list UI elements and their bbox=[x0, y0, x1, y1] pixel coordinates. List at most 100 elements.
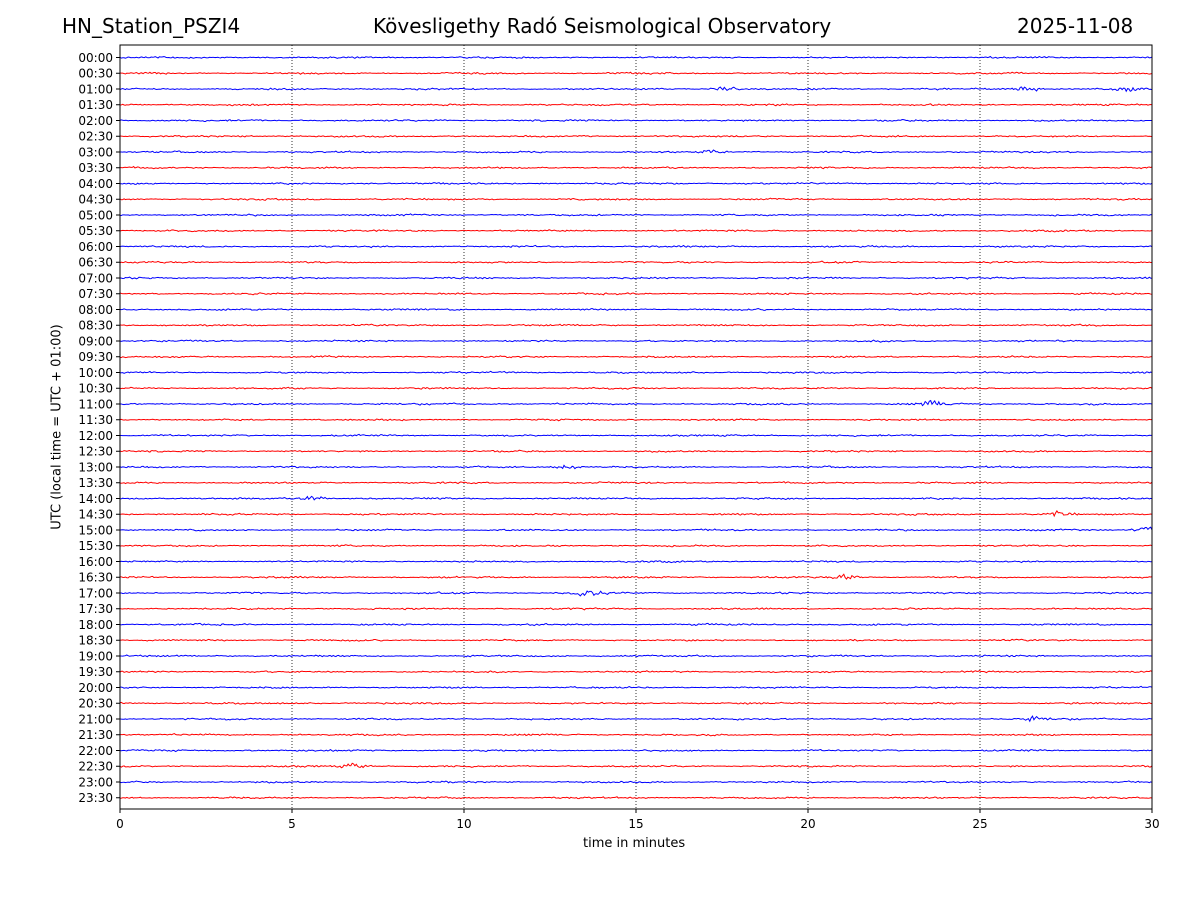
y-axis-label: UTC (local time = UTC + 01:00) bbox=[49, 324, 65, 530]
trace-line bbox=[119, 308, 1153, 311]
y-tick-label: 00:00 bbox=[78, 51, 113, 65]
trace-line bbox=[119, 55, 1153, 59]
trace-line bbox=[119, 796, 1153, 800]
y-tick-label: 14:30 bbox=[78, 508, 113, 522]
trace-line bbox=[119, 323, 1153, 327]
trace-line bbox=[119, 464, 1153, 470]
trace-line bbox=[119, 71, 1153, 75]
y-tick-label: 09:30 bbox=[78, 350, 113, 364]
x-tick-label: 0 bbox=[116, 817, 124, 831]
y-tick-label: 06:30 bbox=[78, 256, 113, 270]
y-tick-label: 20:00 bbox=[78, 681, 113, 695]
y-tick-label: 15:00 bbox=[78, 523, 113, 537]
y-tick-label: 15:30 bbox=[78, 539, 113, 553]
x-axis-label: time in minutes bbox=[583, 836, 686, 851]
trace-line bbox=[119, 181, 1153, 185]
x-tick-label: 15 bbox=[628, 817, 643, 831]
trace-line bbox=[119, 165, 1153, 170]
y-tick-label: 18:30 bbox=[78, 634, 113, 648]
trace-line bbox=[119, 134, 1153, 138]
trace-line bbox=[119, 526, 1153, 532]
trace-line bbox=[119, 654, 1153, 658]
trace-line bbox=[119, 355, 1153, 359]
trace-line bbox=[119, 638, 1153, 642]
trace-line bbox=[119, 701, 1153, 705]
trace-line bbox=[119, 480, 1153, 485]
trace-line bbox=[119, 149, 1153, 154]
y-tick-label: 08:30 bbox=[78, 319, 113, 333]
trace-group bbox=[119, 55, 1153, 800]
y-tick-label: 11:00 bbox=[78, 397, 113, 411]
trace-line bbox=[119, 399, 1153, 407]
y-tick-label: 21:00 bbox=[78, 712, 113, 726]
trace-line bbox=[119, 292, 1153, 296]
y-tick-label: 11:30 bbox=[78, 413, 113, 427]
trace-line bbox=[119, 418, 1153, 422]
station-name: HN_Station_PSZI4 bbox=[62, 14, 241, 38]
y-tick-label: 22:00 bbox=[78, 744, 113, 758]
trace-line bbox=[119, 229, 1153, 233]
y-tick-label: 14:00 bbox=[78, 492, 113, 506]
trace-line bbox=[119, 260, 1153, 264]
y-tick-label: 18:00 bbox=[78, 618, 113, 632]
trace-line bbox=[119, 733, 1153, 737]
y-tick-label: 10:00 bbox=[78, 366, 113, 380]
x-ticks: 0 5 10 15 20 25 30 bbox=[116, 809, 1160, 831]
y-tick-label: 19:00 bbox=[78, 649, 113, 663]
y-tick-label: 12:00 bbox=[78, 429, 113, 443]
y-tick-label: 05:30 bbox=[78, 224, 113, 238]
y-tick-label: 02:00 bbox=[78, 114, 113, 128]
trace-line bbox=[119, 103, 1153, 107]
trace-line bbox=[119, 244, 1153, 249]
y-tick-label: 07:00 bbox=[78, 271, 113, 285]
trace-line bbox=[119, 715, 1153, 723]
trace-line bbox=[119, 607, 1153, 611]
y-tick-label: 01:00 bbox=[78, 82, 113, 96]
trace-line bbox=[119, 780, 1153, 784]
x-tick-label: 30 bbox=[1144, 817, 1159, 831]
trace-line bbox=[119, 495, 1153, 501]
y-tick-label: 03:00 bbox=[78, 145, 113, 159]
trace-line bbox=[119, 622, 1153, 627]
y-tick-label: 10:30 bbox=[78, 382, 113, 396]
y-tick-label: 20:30 bbox=[78, 697, 113, 711]
y-tick-label: 07:30 bbox=[78, 287, 113, 301]
y-tick-label: 12:30 bbox=[78, 445, 113, 459]
trace-line bbox=[119, 197, 1153, 201]
y-tick-label: 16:30 bbox=[78, 571, 113, 585]
y-tick-label: 23:30 bbox=[78, 791, 113, 805]
chart-title: Kövesligethy Radó Seismological Observat… bbox=[373, 14, 832, 38]
y-tick-label: 16:00 bbox=[78, 555, 113, 569]
trace-line bbox=[119, 510, 1153, 518]
y-tick-label: 13:00 bbox=[78, 460, 113, 474]
grid-lines bbox=[291, 45, 981, 809]
y-tick-label: 23:00 bbox=[78, 775, 113, 789]
trace-line bbox=[119, 370, 1153, 375]
y-tick-label: 17:30 bbox=[78, 602, 113, 616]
chart-date: 2025-11-08 bbox=[1017, 14, 1134, 38]
x-tick-label: 25 bbox=[972, 817, 987, 831]
x-tick-label: 20 bbox=[800, 817, 815, 831]
trace-line bbox=[119, 86, 1153, 93]
trace-line bbox=[119, 762, 1153, 769]
trace-line bbox=[119, 386, 1153, 390]
x-tick-label: 5 bbox=[288, 817, 296, 831]
trace-line bbox=[119, 559, 1153, 564]
trace-line bbox=[119, 573, 1153, 580]
y-tick-label: 19:30 bbox=[78, 665, 113, 679]
trace-line bbox=[119, 685, 1153, 690]
y-tick-label: 01:30 bbox=[78, 98, 113, 112]
trace-line bbox=[119, 669, 1153, 674]
y-tick-label: 04:00 bbox=[78, 177, 113, 191]
y-tick-label: 06:00 bbox=[78, 240, 113, 254]
trace-line bbox=[119, 213, 1153, 217]
trace-line bbox=[119, 276, 1153, 280]
trace-line bbox=[119, 544, 1153, 548]
y-tick-label: 17:00 bbox=[78, 586, 113, 600]
trace-line bbox=[119, 590, 1153, 597]
y-tick-label: 21:30 bbox=[78, 728, 113, 742]
y-tick-label: 02:30 bbox=[78, 130, 113, 144]
y-tick-label: 03:30 bbox=[78, 161, 113, 175]
